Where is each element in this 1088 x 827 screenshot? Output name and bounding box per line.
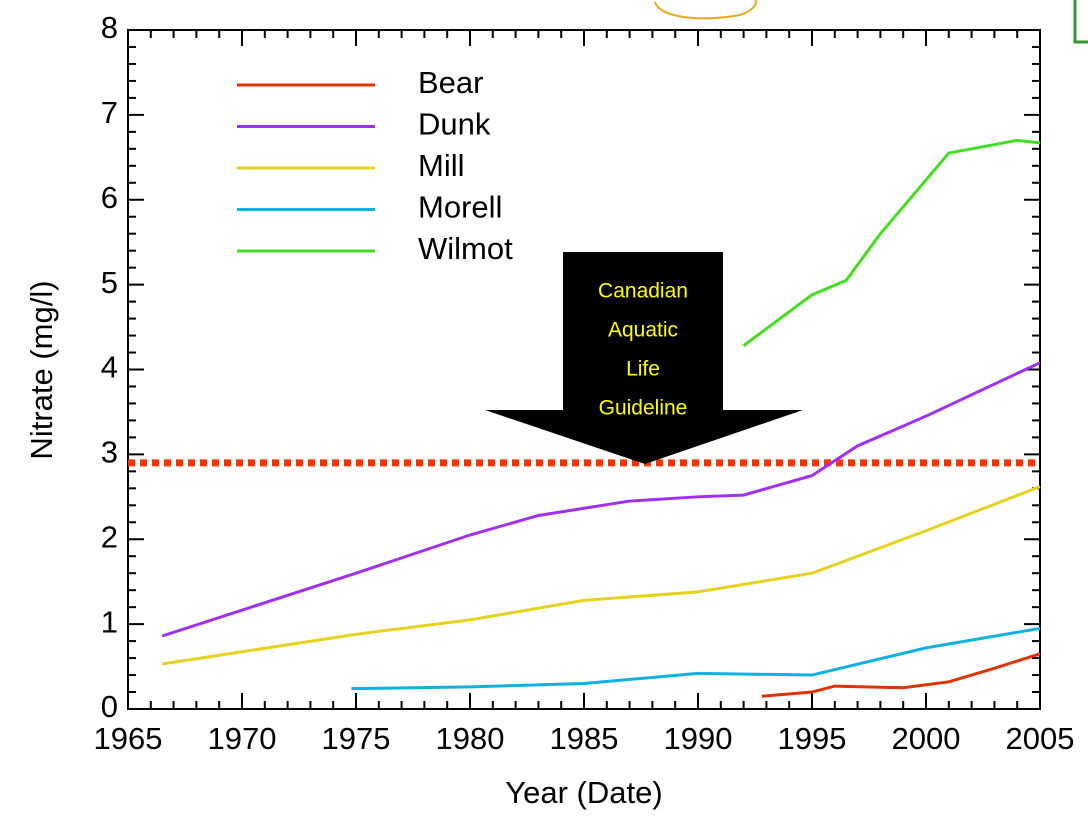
- y-tick-label: 3: [101, 435, 118, 470]
- arrow-shape: [485, 252, 803, 464]
- plot-frame: [127, 29, 1041, 710]
- x-tick-label: 1965: [94, 721, 163, 756]
- annotation-arrow: Canadian Aquatic Life Guideline: [485, 252, 803, 464]
- x-tick-label: 1970: [208, 721, 277, 756]
- annotation-text: Life: [626, 358, 660, 381]
- annotation-text: Canadian: [598, 280, 688, 303]
- series-line: [742, 138, 1041, 347]
- y-tick-label: 0: [101, 689, 118, 724]
- y-tick-label: 5: [101, 265, 118, 300]
- x-tick-label: 2000: [892, 721, 961, 756]
- y-tick-label: 8: [101, 10, 118, 45]
- legend-label: Dunk: [418, 107, 491, 142]
- partial-scribble: [654, 0, 758, 20]
- series-line: [161, 361, 1041, 638]
- y-tick-label: 4: [101, 350, 118, 385]
- series-line: [351, 626, 1041, 691]
- y-tick-label: 1: [101, 604, 118, 639]
- x-tick-label: 1995: [778, 721, 847, 756]
- x-axis-label: Year (Date): [505, 775, 662, 810]
- x-tick-label: 2005: [1006, 721, 1075, 756]
- y-tick-label: 6: [101, 180, 118, 215]
- legend-label: Morell: [418, 190, 502, 225]
- x-tick-label: 1980: [436, 721, 505, 756]
- y-axis-label: Nitrate (mg/l): [24, 280, 59, 459]
- legend-label: Mill: [418, 148, 465, 183]
- legend-label: Bear: [418, 65, 483, 100]
- y-tick-label: 2: [101, 519, 118, 554]
- y-tick-label: 7: [101, 95, 118, 130]
- legend-label: Wilmot: [418, 231, 513, 266]
- x-tick-label: 1975: [322, 721, 391, 756]
- partial-box: [1073, 0, 1088, 44]
- annotation-text: Aquatic: [608, 319, 678, 342]
- series-line: [161, 485, 1041, 666]
- annotation-text: Guideline: [599, 397, 688, 420]
- x-tick-label: 1985: [550, 721, 619, 756]
- series-line: [761, 652, 1041, 698]
- x-tick-label: 1990: [664, 721, 733, 756]
